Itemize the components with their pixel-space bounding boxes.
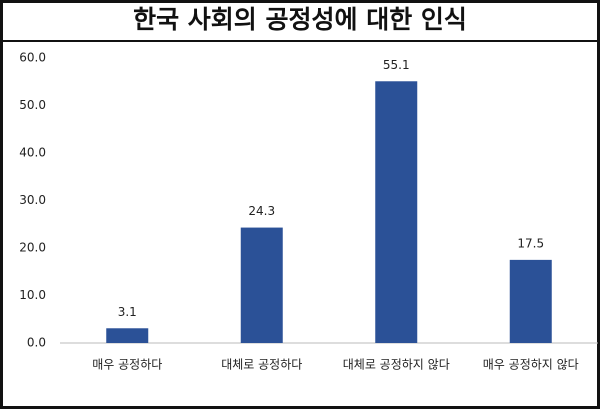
x-tick-label: 대체로 공정하다 bbox=[221, 358, 302, 372]
bar bbox=[375, 81, 418, 344]
bar bbox=[240, 227, 283, 343]
bar bbox=[509, 259, 552, 343]
y-tick-label: 50.0 bbox=[19, 98, 46, 112]
y-tick-label: 40.0 bbox=[19, 146, 46, 160]
data-label: 17.5 bbox=[517, 236, 544, 250]
y-tick-label: 10.0 bbox=[19, 288, 46, 302]
x-tick-label: 매우 공정하다 bbox=[92, 358, 162, 372]
y-tick-label: 60.0 bbox=[19, 51, 46, 65]
x-tick-label: 대체로 공정하지 않다 bbox=[343, 358, 450, 372]
data-label: 55.1 bbox=[383, 58, 410, 72]
chart-title: 한국 사회의 공정성에 대한 인식 bbox=[133, 5, 467, 34]
x-tick-label: 매우 공정하지 않다 bbox=[483, 358, 579, 372]
bar bbox=[106, 328, 149, 343]
data-label: 24.3 bbox=[248, 204, 275, 218]
y-tick-label: 30.0 bbox=[19, 193, 46, 207]
y-tick-label: 20.0 bbox=[19, 241, 46, 255]
y-tick-label: 0.0 bbox=[27, 336, 46, 350]
data-label: 3.1 bbox=[118, 305, 137, 319]
